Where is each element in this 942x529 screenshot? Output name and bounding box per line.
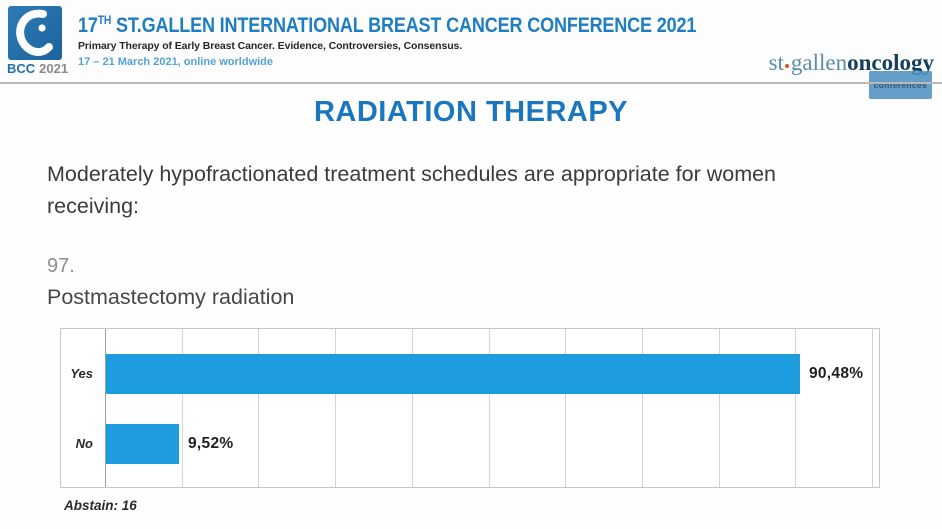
conference-dates: 17 – 21 March 2021, online worldwide — [78, 56, 274, 68]
question-intro: Moderately hypofractionated treatment sc… — [47, 162, 777, 218]
brand-gallen: gallen — [790, 50, 848, 75]
gridline-70 — [641, 329, 643, 487]
stgallen-oncology-logo: st gallenoncology conferences — [768, 50, 934, 99]
gridline-30 — [335, 329, 337, 487]
gridline-100 — [872, 329, 873, 487]
bar-yes — [106, 354, 800, 394]
bcc-logo — [8, 6, 62, 60]
bcc-logo-caption: BCC 2021 — [7, 61, 68, 76]
gridline-10 — [181, 329, 183, 487]
question-label: Postmastectomy radiation — [47, 285, 295, 309]
gridline-60 — [565, 329, 567, 487]
chart-axis-line — [105, 329, 106, 487]
gridline-20 — [258, 329, 260, 487]
conference-title: 17TH ST.GALLEN INTERNATIONAL BREAST CANC… — [78, 13, 696, 38]
conference-title-superscript: TH — [97, 13, 112, 27]
bcc-label: BCC — [7, 61, 36, 76]
conference-subtitle: Primary Therapy of Early Breast Cancer. … — [78, 40, 463, 52]
conference-title-rest: ST.GALLEN INTERNATIONAL BREAST CANCER CO… — [111, 14, 697, 37]
category-label-no: No — [75, 436, 93, 451]
brand-oncology: oncology — [847, 50, 934, 75]
brand-st: st — [768, 50, 784, 75]
breast-drop-icon — [16, 9, 53, 56]
gridline-90 — [795, 329, 797, 487]
value-label-yes: 90,48% — [808, 365, 864, 382]
category-label-yes: Yes — [70, 366, 93, 381]
poll-results-chart: 90,48% 9,52% Yes No — [60, 328, 880, 488]
question-number: 97. — [47, 255, 75, 277]
conference-title-prefix: 17 — [78, 14, 98, 37]
brand-conferences-badge: conferences — [868, 71, 932, 99]
gridline-40 — [411, 329, 413, 487]
value-label-no: 9,52% — [188, 435, 234, 452]
chart-plot-area: 90,48% 9,52% — [105, 329, 873, 487]
conference-header: BCC 2021 17TH ST.GALLEN INTERNATIONAL BRE… — [0, 0, 942, 99]
page-title: RADIATION THERAPY — [313, 96, 629, 128]
header-divider — [0, 82, 942, 84]
abstain-note: Abstain: 16 — [64, 498, 137, 513]
gridline-80 — [718, 329, 720, 487]
bar-no — [106, 424, 180, 464]
orange-dot-icon — [784, 64, 789, 68]
gridline-50 — [488, 329, 490, 487]
bcc-year: 2021 — [39, 61, 69, 76]
